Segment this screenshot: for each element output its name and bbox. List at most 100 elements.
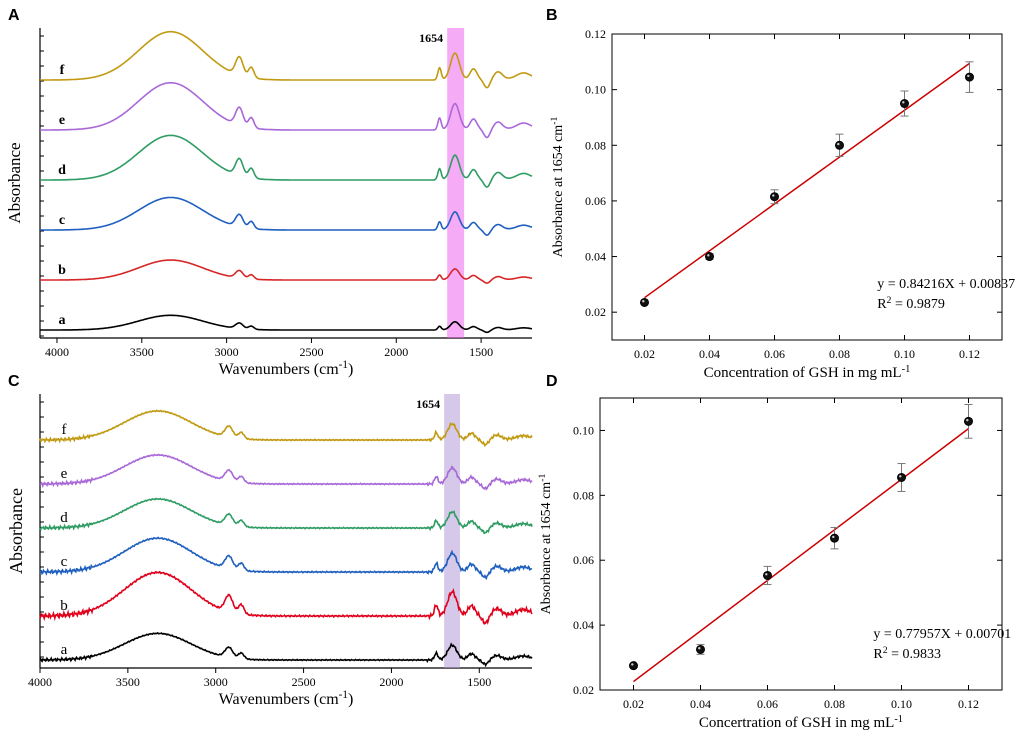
spectrum-a — [39, 631, 533, 668]
trace-label-d: d — [60, 510, 68, 526]
x-tick-label-3500: 3500 — [116, 675, 140, 689]
x-axis-title-end: ) — [348, 691, 353, 708]
spectrum-a — [40, 314, 533, 334]
fit-line — [644, 62, 970, 299]
spectrum-f — [39, 409, 533, 448]
x-tick-label-0.02: 0.02 — [634, 347, 655, 361]
data-point-5 — [965, 72, 974, 82]
data-point-4 — [900, 99, 909, 109]
spectrum-c — [39, 536, 533, 581]
x-tick-label-2500: 2500 — [299, 345, 323, 359]
x-tick-label-3500: 3500 — [130, 345, 154, 359]
y-tick-label-0.08: 0.08 — [573, 488, 594, 502]
r-squared: R2 = 0.9833 — [873, 645, 941, 663]
trace-label-e: e — [59, 113, 65, 128]
fit-line — [633, 428, 969, 683]
spectrum-b — [40, 259, 533, 284]
y-tick-label-0.10: 0.10 — [573, 423, 594, 437]
x-axis-title: Concentration of GSH in mg mL-1 — [704, 364, 911, 382]
y-tick-label-0.04: 0.04 — [585, 250, 606, 264]
y-axis-title-superscript: -1 — [537, 474, 548, 482]
data-point-highlight-5 — [967, 74, 970, 78]
r-squared-exponent: 2 — [883, 645, 888, 656]
panel-d: D 0.02 0.04 0.06 0.08 0.10 0.12 0.02 0.04 0.06 0.0… — [537, 373, 1012, 731]
panel-b: B 0.02 0.04 0.06 0.08 0.10 0.12 0.02 0.04 0.06 0.0… — [546, 7, 1015, 381]
x-tick-label-2000: 2000 — [379, 675, 403, 689]
data-point-highlight-2 — [765, 573, 768, 576]
panel-label-D: D — [546, 373, 558, 390]
y-axis-title-superscript: -1 — [549, 117, 560, 125]
y-tick-label-0.08: 0.08 — [585, 138, 606, 152]
highlight-band-1654 — [444, 394, 460, 668]
x-tick-label-3000: 3000 — [215, 345, 239, 359]
r-squared-exponent: 2 — [887, 295, 892, 306]
data-point-2 — [763, 570, 772, 580]
y-axis-title: Absorbance at 1654 cm-1 — [549, 117, 567, 258]
x-axis-title: Concertration of GSH in mg mL-1 — [699, 714, 903, 732]
data-point-highlight-3 — [832, 535, 835, 539]
y-tick-label-0.02: 0.02 — [585, 305, 606, 319]
x-tick-label-0.08: 0.08 — [829, 347, 850, 361]
panel-label-B: B — [546, 7, 558, 24]
fit-equation: y = 0.84216X + 0.00837 — [877, 277, 1015, 292]
y-axis-title: Absorbance at 1654 cm-1 — [537, 474, 555, 615]
x-tick-label-0.12: 0.12 — [958, 697, 979, 711]
panel-label-A: A — [8, 7, 20, 24]
x-tick-label-4000: 4000 — [28, 675, 52, 689]
x-axis-title-superscript: -1 — [894, 714, 903, 725]
trace-label-b: b — [58, 263, 66, 278]
y-axis-title: Absorbance — [6, 488, 26, 574]
trace-label-f: f — [60, 63, 65, 78]
panel-label-C: C — [8, 373, 20, 390]
data-point-3 — [835, 140, 844, 150]
spectrum-e — [40, 82, 533, 139]
data-point-highlight-0 — [631, 663, 634, 666]
trace-label-b: b — [60, 598, 68, 614]
r-squared-value: = 0.9833 — [888, 647, 941, 662]
data-point-5 — [964, 416, 973, 426]
r-squared: R2 = 0.9879 — [877, 295, 945, 313]
y-tick-label-0.02: 0.02 — [573, 683, 594, 697]
spectrum-c — [40, 196, 533, 236]
data-point-highlight-0 — [642, 300, 645, 303]
y-tick-label-0.10: 0.10 — [585, 83, 606, 97]
x-tick-label-0.10: 0.10 — [891, 697, 912, 711]
x-axis-title: Wavenumbers (cm-1) — [219, 359, 354, 378]
x-tick-label-0.06: 0.06 — [764, 347, 785, 361]
x-tick-label-1500: 1500 — [467, 675, 491, 689]
highlight-band-1654 — [447, 28, 465, 338]
x-tick-label-4000: 4000 — [45, 345, 69, 359]
data-point-highlight-2 — [772, 194, 775, 197]
data-point-highlight-1 — [698, 647, 701, 650]
r-squared-value: = 0.9879 — [891, 297, 944, 312]
trace-label-d: d — [58, 163, 66, 178]
x-tick-label-3000: 3000 — [204, 675, 228, 689]
data-point-highlight-1 — [707, 254, 710, 257]
data-point-2 — [770, 192, 779, 202]
data-point-3 — [830, 533, 839, 543]
y-tick-label-0.04: 0.04 — [573, 618, 594, 632]
spectrum-d — [39, 497, 533, 535]
trace-label-c: c — [61, 554, 68, 570]
spectrum-d — [40, 134, 533, 188]
spectrum-f — [40, 30, 533, 89]
data-point-1 — [696, 644, 705, 654]
x-tick-label-2500: 2500 — [292, 675, 316, 689]
panel-c: C 1654 4000 3500 3000 2500 2000 1500 Wavenumbers… — [6, 373, 533, 708]
fit-equation: y = 0.77957X + 0.00701 — [873, 627, 1011, 642]
y-axis-title: Absorbance — [5, 142, 24, 223]
x-axis-title-superscript: -1 — [339, 359, 348, 371]
x-axis-title: Wavenumbers (cm-1) — [219, 689, 354, 708]
data-point-0 — [629, 661, 638, 671]
x-tick-label-0.08: 0.08 — [824, 697, 845, 711]
x-axis-title-superscript: -1 — [339, 689, 348, 701]
y-tick-label-0.12: 0.12 — [585, 27, 606, 41]
plot-frame — [611, 33, 1003, 341]
data-point-1 — [705, 252, 714, 262]
panel-a: A 1654 4000 3500 3000 2500 2000 1500 Wavenumbers… — [5, 7, 533, 378]
x-axis-title-superscript: -1 — [902, 364, 911, 375]
trace-label-a: a — [61, 642, 68, 658]
highlight-label: 1654 — [416, 397, 440, 411]
x-tick-label-0.02: 0.02 — [623, 697, 644, 711]
